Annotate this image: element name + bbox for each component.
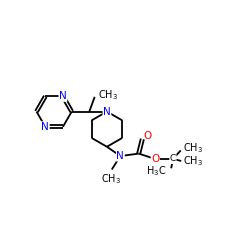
Text: N: N xyxy=(42,122,49,132)
Text: CH$_3$: CH$_3$ xyxy=(98,88,118,102)
Text: O: O xyxy=(151,154,160,164)
Text: O: O xyxy=(144,132,152,141)
Text: CH$_3$: CH$_3$ xyxy=(183,141,203,155)
Text: N: N xyxy=(59,91,67,101)
Text: N: N xyxy=(103,106,111,117)
Text: C: C xyxy=(170,154,176,164)
Text: CH$_3$: CH$_3$ xyxy=(183,154,203,168)
Text: H$_3$C: H$_3$C xyxy=(146,164,166,178)
Text: N: N xyxy=(116,151,124,161)
Text: CH$_3$: CH$_3$ xyxy=(100,172,120,186)
